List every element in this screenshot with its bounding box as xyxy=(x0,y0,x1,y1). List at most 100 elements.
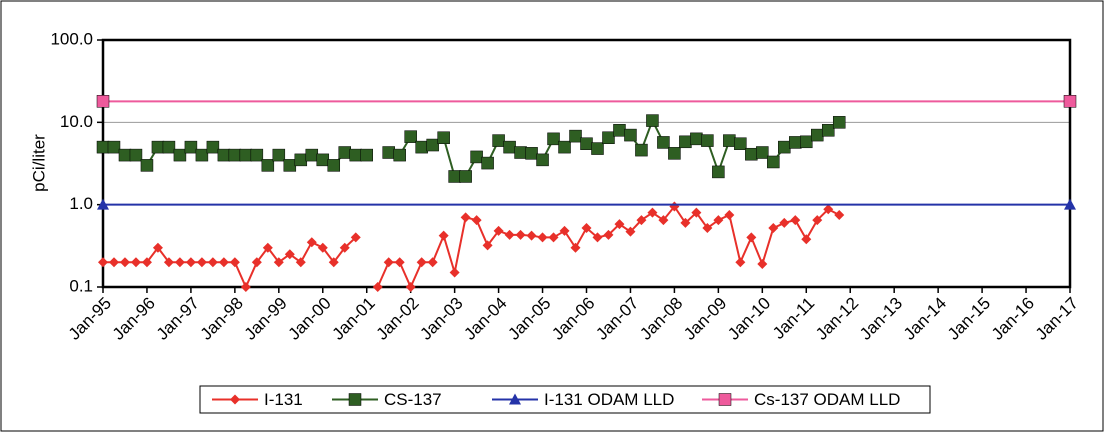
marker xyxy=(449,267,460,278)
marker xyxy=(217,148,231,162)
marker xyxy=(471,215,482,226)
marker xyxy=(383,257,394,268)
marker xyxy=(536,153,549,167)
marker xyxy=(339,242,350,253)
marker xyxy=(174,257,185,268)
marker xyxy=(481,156,494,170)
y-tick-label: 0.1 xyxy=(69,276,93,295)
marker xyxy=(283,159,297,172)
marker xyxy=(459,170,472,183)
marker xyxy=(218,257,229,268)
marker xyxy=(306,237,317,248)
marker xyxy=(305,148,319,162)
marker xyxy=(822,124,835,137)
marker xyxy=(108,257,119,268)
legend-label: CS-137 xyxy=(384,390,442,409)
marker xyxy=(823,204,834,215)
marker xyxy=(229,257,240,268)
marker xyxy=(273,257,284,268)
marker xyxy=(96,95,110,108)
y-tick-label: 1.0 xyxy=(69,194,93,213)
marker xyxy=(592,232,603,243)
marker xyxy=(800,135,813,149)
marker xyxy=(427,257,438,268)
marker xyxy=(657,136,670,149)
marker xyxy=(734,137,747,150)
marker xyxy=(723,134,736,147)
marker xyxy=(602,131,615,144)
marker xyxy=(327,159,341,172)
marker xyxy=(316,153,330,167)
marker xyxy=(207,257,218,268)
legend-marker xyxy=(718,393,732,406)
marker xyxy=(97,198,109,210)
plot-area xyxy=(101,38,1072,289)
legend-label: I-131 ODAM LLD xyxy=(544,390,674,409)
marker xyxy=(712,165,725,179)
marker xyxy=(636,215,647,226)
marker xyxy=(515,229,526,240)
marker xyxy=(107,140,121,154)
marker xyxy=(118,148,132,162)
marker xyxy=(547,132,560,146)
legend: I-131 CS-137 I-131 ODAM LLD Cs-137 ODAM LLD xyxy=(199,385,931,414)
marker xyxy=(404,130,417,143)
marker xyxy=(756,146,769,159)
marker xyxy=(228,148,242,162)
marker xyxy=(832,116,846,129)
marker xyxy=(482,240,493,251)
marker xyxy=(767,155,780,169)
legend-marker xyxy=(509,393,521,405)
marker xyxy=(779,217,790,228)
marker xyxy=(624,128,637,142)
marker xyxy=(129,148,143,162)
marker xyxy=(415,140,428,154)
marker xyxy=(680,217,691,228)
marker xyxy=(702,223,713,234)
marker xyxy=(492,134,505,147)
marker xyxy=(460,212,471,223)
marker xyxy=(206,140,220,154)
marker xyxy=(372,282,383,292)
marker xyxy=(614,219,625,230)
marker xyxy=(416,257,427,268)
marker xyxy=(163,257,174,268)
marker xyxy=(184,140,198,154)
marker xyxy=(525,147,538,160)
marker xyxy=(625,226,636,237)
marker xyxy=(151,140,165,154)
marker xyxy=(757,259,768,270)
marker xyxy=(162,140,176,154)
legend-marker xyxy=(348,393,362,406)
marker xyxy=(349,148,362,162)
marker xyxy=(801,234,812,245)
marker xyxy=(713,215,724,226)
marker xyxy=(789,136,802,149)
marker xyxy=(635,143,648,157)
marker xyxy=(701,134,714,147)
marker xyxy=(338,146,351,159)
marker xyxy=(581,223,592,234)
marker xyxy=(526,230,537,241)
marker xyxy=(514,146,527,159)
marker xyxy=(1063,95,1077,108)
marker xyxy=(98,257,108,268)
marker xyxy=(195,148,209,162)
marker xyxy=(591,142,604,155)
marker xyxy=(295,257,306,268)
marker xyxy=(470,150,483,164)
marker xyxy=(317,242,328,253)
marker xyxy=(141,257,152,268)
marker xyxy=(658,215,669,226)
legend-box xyxy=(199,385,931,414)
marker xyxy=(261,159,275,172)
marker xyxy=(272,148,286,162)
marker xyxy=(537,232,548,243)
marker xyxy=(251,257,262,268)
marker xyxy=(360,148,373,162)
marker xyxy=(558,140,571,154)
marker xyxy=(493,225,504,236)
y-tick-label: 10.0 xyxy=(60,112,93,131)
marker xyxy=(96,140,110,154)
